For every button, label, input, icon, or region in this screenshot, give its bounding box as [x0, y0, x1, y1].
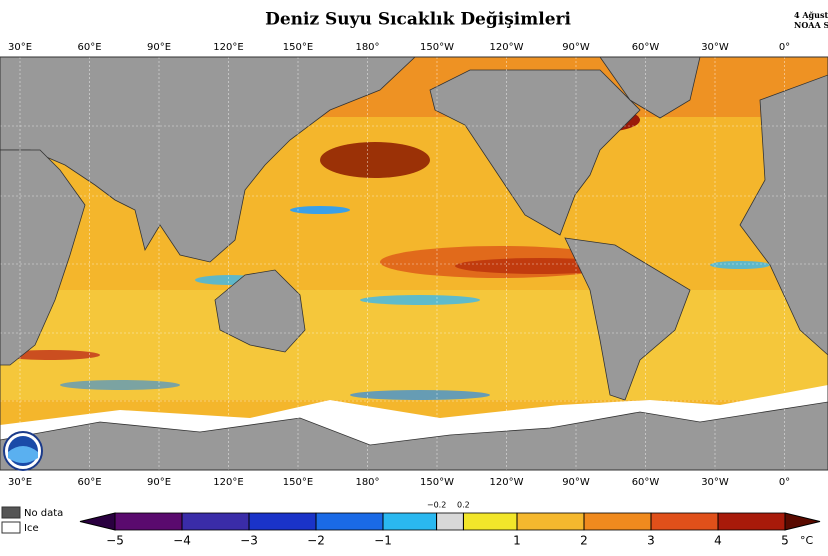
north-america: [429, 69, 641, 236]
colorbar-tick-label: −1: [374, 534, 392, 548]
africa: [0, 149, 86, 366]
colorbar-segment: [181, 512, 250, 531]
longitude-label: 30°W: [701, 42, 729, 53]
longitude-label: 120°W: [490, 42, 524, 53]
legend-swatch: [1, 521, 21, 534]
legend-label: No data: [24, 508, 63, 519]
colorbar-segment: [516, 512, 585, 531]
longitude-label: 120°E: [213, 477, 243, 488]
map: [0, 56, 828, 471]
longitude-label: 30°E: [8, 42, 32, 53]
colorbar-tick-label: −3: [240, 534, 258, 548]
colorbar-segment: [315, 512, 384, 531]
longitude-label: 150°E: [283, 42, 313, 53]
longitude-label: 60°E: [77, 477, 101, 488]
longitude-label: 90°E: [147, 477, 171, 488]
graticule: [0, 57, 828, 470]
anomaly: [350, 390, 490, 400]
longitude-label: 150°E: [283, 477, 313, 488]
colorbar-tick-label: 3: [647, 534, 655, 548]
anomaly: [380, 246, 620, 278]
longitude-label: 90°W: [562, 477, 590, 488]
longitude-label: 30°E: [8, 477, 32, 488]
map-frame: [0, 56, 828, 471]
source: NOAA SS: [794, 20, 828, 30]
longitude-label: 120°E: [213, 42, 243, 53]
colorbar-tick-label: −5: [106, 534, 124, 548]
anomaly: [290, 206, 350, 214]
colorbar-segment: [462, 512, 518, 531]
longitude-label: 90°W: [562, 42, 590, 53]
noaa-logo: [3, 431, 43, 471]
colorbar-segment: [650, 512, 719, 531]
colorbar-tick-label: −4: [173, 534, 191, 548]
longitude-label: 150°W: [420, 42, 454, 53]
date: 4 Ağusto: [794, 10, 828, 20]
antarctica: [0, 401, 828, 471]
colorbar-tick-label: 1: [513, 534, 521, 548]
colorbar-segment: [382, 512, 437, 531]
legend-label: Ice: [24, 523, 39, 534]
legend: No data Ice: [1, 506, 63, 534]
colorbar-segment: [436, 512, 464, 531]
longitude-label: 0°: [779, 42, 790, 53]
colorbar-tick-label: 0.2: [457, 501, 470, 510]
colorbar-tick-label: −0.2: [427, 501, 446, 510]
colorbar-segment: [114, 512, 183, 531]
colorbar-segment: [583, 512, 652, 531]
longitude-label: 180°: [355, 42, 379, 53]
logo-wave: [8, 446, 38, 463]
longitude-label: 0°: [779, 477, 790, 488]
anomaly: [60, 380, 180, 390]
legend-swatch: [1, 506, 21, 519]
land: [0, 56, 828, 401]
europe-africa: [739, 74, 828, 356]
south-america: [564, 237, 691, 401]
longitude-label: 60°W: [632, 477, 660, 488]
colorbar: −5 −4 −3 −2 −1 −0.2 0.2 1 2 3 4 5 °C: [79, 501, 821, 548]
australia: [214, 269, 306, 353]
longitude-label: 120°W: [490, 477, 524, 488]
title: Deniz Suyu Sıcaklık Değişimleri: [265, 10, 571, 30]
longitude-label: 150°W: [420, 477, 454, 488]
colorbar-under: [79, 512, 116, 531]
longitude-label: 30°W: [701, 477, 729, 488]
longitude-label: 180°: [355, 477, 379, 488]
anomaly: [360, 295, 480, 305]
colorbar-tick-label: 2: [580, 534, 588, 548]
anomaly: [320, 142, 430, 178]
colorbar-segment: [248, 512, 317, 531]
longitude-label: 60°W: [632, 42, 660, 53]
longitude-label: 90°E: [147, 42, 171, 53]
colorbar-over: [784, 512, 821, 531]
asia: [0, 56, 417, 263]
longitude-label: 60°E: [77, 42, 101, 53]
colorbar-tick-label: 4: [714, 534, 722, 548]
colorbar-tick-label: 5: [781, 534, 789, 548]
colorbar-segment: [717, 512, 786, 531]
anomaly: [710, 261, 770, 269]
colorbar-unit: °C: [800, 534, 814, 547]
colorbar-tick-label: −2: [307, 534, 325, 548]
